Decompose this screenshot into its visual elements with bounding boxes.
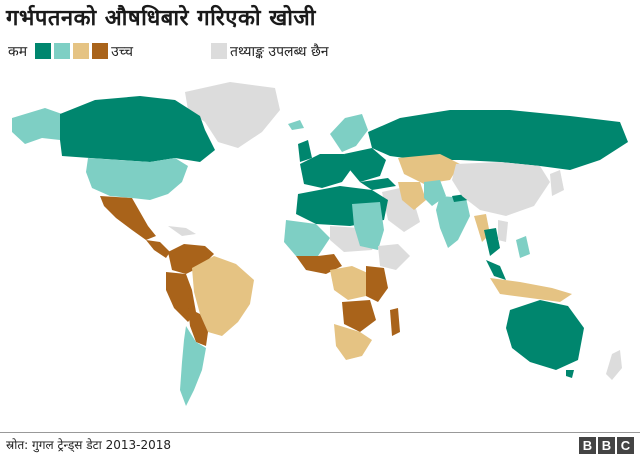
region-nigeria	[296, 254, 342, 274]
region-new-zealand	[606, 350, 622, 380]
region-south-central-africa	[342, 300, 376, 332]
legend-swatch-high-mid	[73, 43, 90, 59]
region-turkey	[360, 178, 396, 190]
region-usa	[86, 158, 188, 200]
region-australia	[506, 300, 584, 370]
region-brazil	[192, 256, 254, 336]
legend-low-label: कम	[8, 43, 28, 60]
legend-swatch-high	[92, 43, 109, 59]
region-bolivia-paraguay	[188, 308, 208, 346]
region-west-africa	[284, 220, 330, 256]
region-central-africa	[330, 266, 370, 300]
region-greenland	[185, 82, 280, 148]
legend-swatch-low	[35, 43, 52, 59]
region-mexico	[100, 196, 156, 240]
logo-letter: B	[598, 437, 615, 454]
region-iran	[398, 182, 426, 210]
region-colombia-venezuela	[168, 244, 214, 274]
region-scandinavia	[330, 114, 368, 152]
footer-divider	[0, 432, 640, 433]
region-philippines	[516, 236, 530, 258]
region-indonesia	[490, 278, 572, 302]
region-malaysia	[486, 260, 506, 280]
map-title: गर्भपतनको औषधिबारे गरिएको खोजी	[6, 6, 316, 31]
region-egypt-sudan	[352, 202, 384, 250]
logo-letter: B	[579, 437, 596, 454]
legend-high-label: उच्च	[111, 43, 133, 60]
legend: कम उच्च तथ्याङ्क उपलब्ध छैन	[8, 40, 337, 62]
bbc-logo: B B C	[579, 437, 634, 454]
region-iceland	[288, 120, 304, 130]
region-alaska	[12, 108, 62, 144]
logo-letter: C	[617, 437, 634, 454]
region-india	[436, 196, 470, 248]
region-canada	[60, 96, 215, 162]
region-japan	[550, 170, 564, 196]
region-east-africa	[366, 266, 388, 302]
legend-no-data-label: तथ्याङ्क उपलब्ध छैन	[229, 43, 329, 60]
region-central-america	[146, 240, 170, 258]
region-china	[452, 162, 550, 216]
region-horn	[378, 244, 410, 270]
region-eastern-europe	[344, 148, 386, 182]
region-madagascar	[390, 308, 400, 336]
world-map	[12, 82, 628, 406]
region-uk	[298, 140, 312, 162]
source-note: स्रोत: गुगल ट्रेन्ड्स डेटा 2013-2018	[6, 438, 171, 452]
region-caribbean	[168, 226, 196, 236]
legend-swatch-low-mid	[54, 43, 71, 59]
region-thailand	[484, 228, 500, 256]
region-tasmania	[566, 370, 574, 378]
region-southern-africa	[334, 324, 372, 360]
region-vietnam	[498, 220, 508, 242]
region-argentina-chile	[180, 326, 206, 406]
region-central-asia	[398, 154, 460, 184]
legend-swatch-no-data	[210, 43, 227, 59]
region-western-europe	[300, 154, 352, 188]
